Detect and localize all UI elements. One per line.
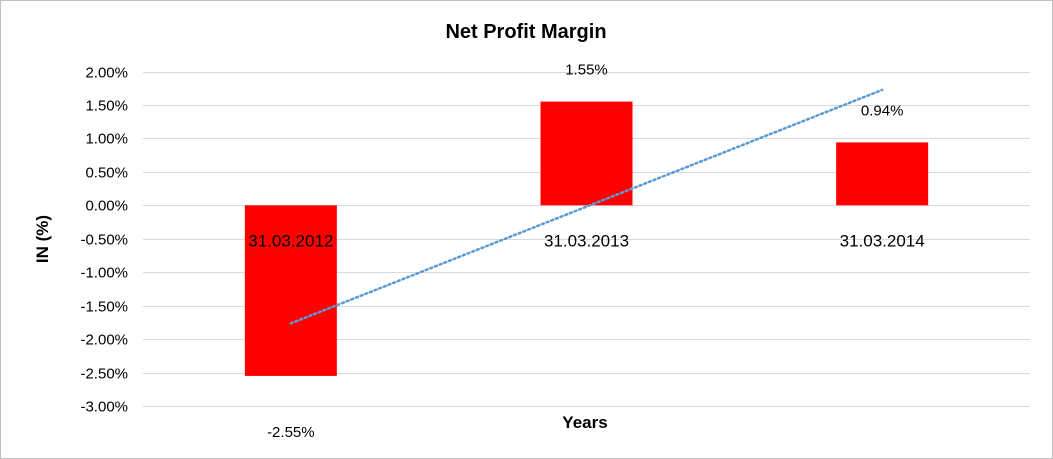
data-labels: -2.55% 1.55% 0.94% <box>267 62 903 441</box>
y-tick-label: -2.50% <box>80 366 128 383</box>
y-tick-label: -1.00% <box>80 265 128 282</box>
data-label: 1.55% <box>565 62 608 79</box>
category-label: 31.03.2012 <box>248 231 333 250</box>
data-label: -2.55% <box>267 424 315 441</box>
y-tick-label: 2.00% <box>85 65 128 82</box>
trendline-group <box>289 88 884 325</box>
category-label: 31.03.2013 <box>544 231 629 250</box>
y-tick-label: -3.00% <box>80 399 128 416</box>
bar <box>836 142 929 206</box>
y-tick-label: -1.50% <box>80 299 128 316</box>
y-tick-label: -0.50% <box>80 232 128 249</box>
bar <box>540 101 633 206</box>
category-labels: 31.03.2012 31.03.2013 31.03.2014 <box>248 231 924 250</box>
y-tick-label: 0.50% <box>85 165 128 182</box>
trendline <box>289 88 884 325</box>
chart-title: Net Profit Margin <box>445 21 606 43</box>
y-tick-label: 1.00% <box>85 131 128 148</box>
y-tick-label: 1.50% <box>85 98 128 115</box>
bars <box>244 101 929 376</box>
x-axis-title: Years <box>562 413 607 432</box>
category-label: 31.03.2014 <box>840 231 925 250</box>
bar <box>244 205 337 376</box>
y-axis-title: IN (%) <box>33 215 52 263</box>
y-tick-label: 0.00% <box>85 198 128 215</box>
data-label: 0.94% <box>861 102 904 119</box>
y-axis-ticks: 2.00% 1.50% 1.00% 0.50% 0.00% -0.50% -1.00% -1.… <box>80 65 128 416</box>
y-tick-label: -2.00% <box>80 332 128 349</box>
